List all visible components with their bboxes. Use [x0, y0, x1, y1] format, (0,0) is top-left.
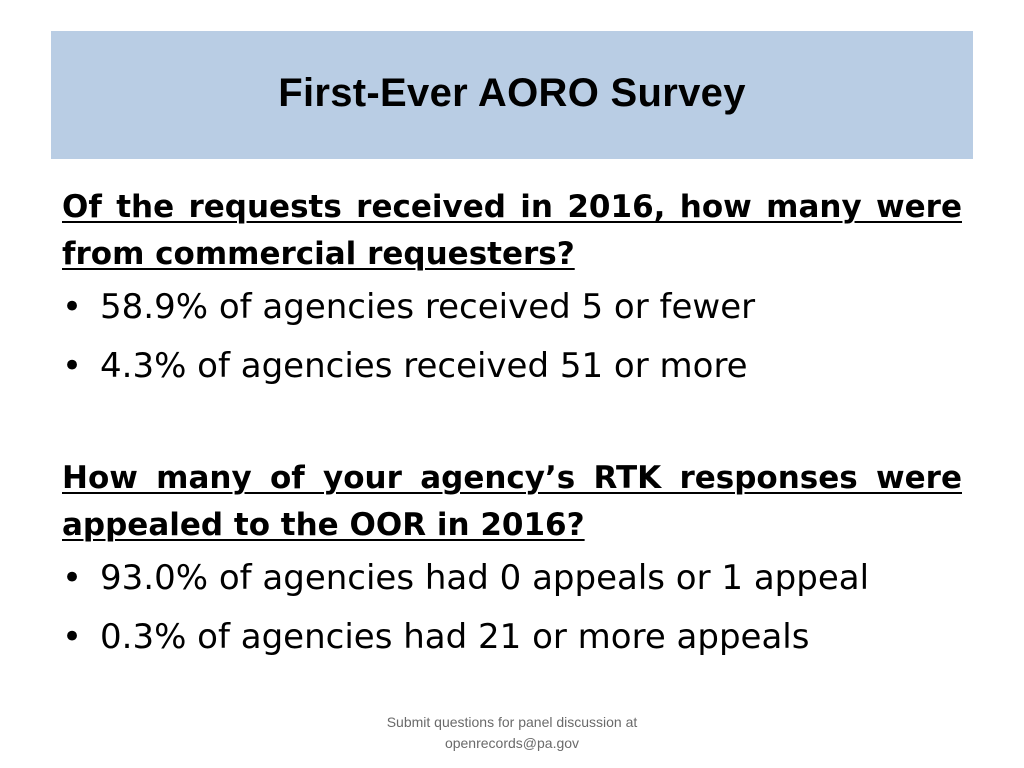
- footer: Submit questions for panel discussion at…: [312, 712, 712, 754]
- footer-email: openrecords@pa.gov: [444, 735, 580, 751]
- slide-body: Of the requests received in 2016, how ma…: [62, 184, 962, 667]
- bullet-text: 0.3% of agencies had 21 or more appeals: [100, 617, 810, 657]
- bullet-text: 4.3% of agencies received 51 or more: [100, 346, 748, 386]
- footer-line-1: Submit questions for panel discussion at: [386, 714, 638, 730]
- bullet-text: 58.9% of agencies received 5 or fewer: [100, 287, 756, 327]
- bullet-icon: •: [62, 346, 83, 386]
- section-spacer: [62, 396, 962, 455]
- bullet-item: • 93.0% of agencies had 0 appeals or 1 a…: [62, 549, 962, 608]
- question-appeals: How many of your agency’s RTK responses …: [62, 460, 962, 543]
- bullet-icon: •: [62, 287, 83, 327]
- bullet-item: • 0.3% of agencies had 21 or more appeal…: [62, 608, 962, 667]
- bullet-list-commercial: • 58.9% of agencies received 5 or fewer …: [62, 278, 962, 396]
- bullet-item: • 58.9% of agencies received 5 or fewer: [62, 278, 962, 337]
- bullet-list-appeals: • 93.0% of agencies had 0 appeals or 1 a…: [62, 549, 962, 667]
- bullet-item: • 4.3% of agencies received 51 or more: [62, 337, 962, 396]
- bullet-icon: •: [62, 558, 83, 598]
- bullet-icon: •: [62, 617, 83, 657]
- bullet-text: 93.0% of agencies had 0 appeals or 1 app…: [100, 558, 870, 598]
- title-bar: First-Ever AORO Survey: [51, 31, 973, 159]
- question-commercial-requesters: Of the requests received in 2016, how ma…: [62, 189, 962, 272]
- slide-title: First-Ever AORO Survey: [278, 70, 746, 115]
